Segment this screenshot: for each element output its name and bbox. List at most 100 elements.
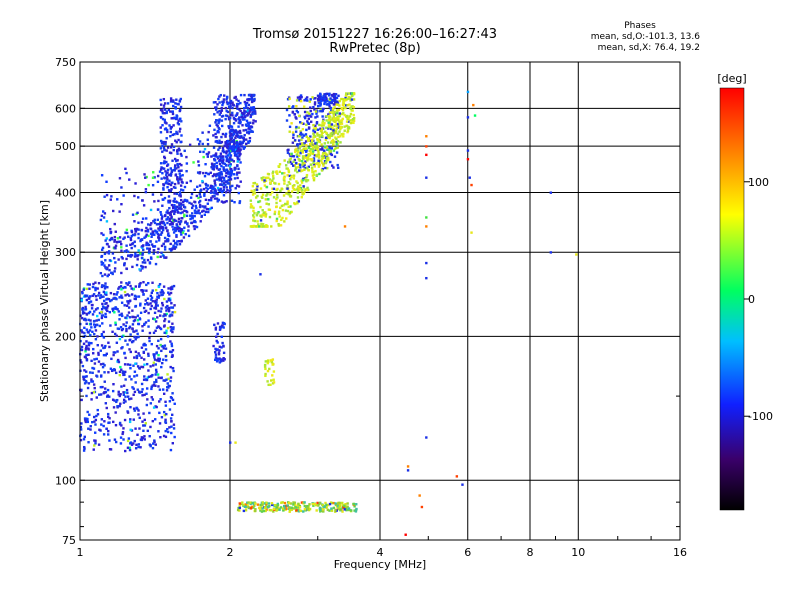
data-point — [101, 385, 104, 389]
data-point — [269, 181, 272, 184]
data-point — [134, 350, 138, 354]
data-point — [165, 180, 168, 183]
data-point — [340, 119, 343, 122]
data-point — [205, 152, 209, 156]
data-point — [117, 240, 121, 243]
data-point — [285, 504, 288, 508]
data-point — [286, 151, 290, 155]
data-point — [281, 216, 284, 220]
data-point — [114, 423, 118, 427]
data-point — [271, 172, 274, 175]
data-point — [85, 322, 88, 326]
data-point — [215, 106, 218, 109]
data-point — [264, 360, 268, 363]
data-point — [166, 304, 169, 308]
data-point — [305, 188, 309, 192]
data-point — [290, 506, 293, 509]
data-point — [297, 185, 300, 188]
data-point — [94, 418, 98, 422]
data-point — [271, 170, 275, 174]
data-point — [154, 229, 157, 232]
data-point — [133, 227, 137, 231]
data-point — [335, 137, 338, 141]
data-point — [341, 510, 344, 513]
data-point — [300, 179, 303, 183]
data-point — [273, 212, 276, 216]
data-point — [91, 380, 95, 383]
data-point — [152, 442, 155, 445]
data-point — [171, 349, 175, 352]
data-point — [150, 222, 153, 225]
data-point — [158, 411, 161, 415]
data-point — [252, 93, 255, 97]
data-point — [207, 210, 210, 214]
data-point — [328, 149, 331, 152]
data-point — [243, 505, 247, 508]
data-point — [149, 375, 153, 378]
data-point — [246, 109, 250, 112]
data-point — [147, 369, 150, 372]
data-point — [192, 225, 196, 228]
data-point — [163, 214, 167, 218]
data-point — [144, 176, 147, 179]
data-point — [114, 440, 118, 444]
data-point — [261, 196, 264, 200]
data-point — [141, 265, 144, 269]
data-point — [131, 213, 135, 216]
data-point — [335, 124, 339, 127]
data-point — [215, 136, 218, 139]
data-point — [238, 116, 241, 119]
data-point — [89, 334, 92, 337]
data-point — [138, 268, 141, 271]
data-point — [293, 113, 296, 116]
data-point — [171, 112, 175, 116]
data-point — [169, 210, 173, 214]
data-point — [150, 257, 153, 260]
data-point — [130, 293, 134, 296]
data-point — [139, 302, 142, 305]
data-point — [176, 227, 179, 231]
data-point — [158, 422, 162, 425]
data-point — [173, 247, 176, 250]
data-point — [154, 368, 158, 372]
data-point — [107, 298, 111, 301]
data-point — [166, 386, 169, 389]
data-point — [305, 507, 308, 510]
data-point — [102, 290, 106, 294]
data-point — [165, 218, 168, 221]
data-point — [175, 98, 178, 101]
data-point — [289, 194, 293, 198]
data-point — [219, 360, 223, 363]
colorbar-label: [deg] — [717, 72, 746, 85]
data-point — [220, 135, 223, 139]
data-point — [189, 179, 192, 183]
data-point — [196, 211, 199, 215]
data-point — [316, 504, 320, 507]
data-point — [198, 205, 202, 209]
data-point — [272, 378, 275, 381]
data-point — [146, 429, 150, 433]
data-point — [306, 179, 310, 182]
data-point — [293, 501, 297, 504]
data-point — [425, 225, 428, 228]
data-point — [157, 199, 160, 203]
data-point — [160, 141, 164, 145]
data-point — [250, 100, 254, 104]
data-point — [105, 220, 109, 223]
data-point — [167, 291, 170, 294]
data-point — [176, 178, 179, 181]
data-point — [175, 229, 178, 232]
data-point — [204, 198, 208, 202]
data-point — [128, 339, 131, 342]
data-point — [164, 429, 167, 433]
data-point — [119, 393, 122, 396]
data-point — [169, 110, 172, 113]
data-point — [175, 159, 178, 163]
data-point — [169, 340, 172, 343]
data-point — [167, 309, 171, 313]
data-point — [139, 311, 143, 314]
data-point — [242, 509, 246, 513]
data-point — [126, 283, 129, 286]
data-point — [134, 254, 137, 257]
data-point — [316, 146, 319, 150]
